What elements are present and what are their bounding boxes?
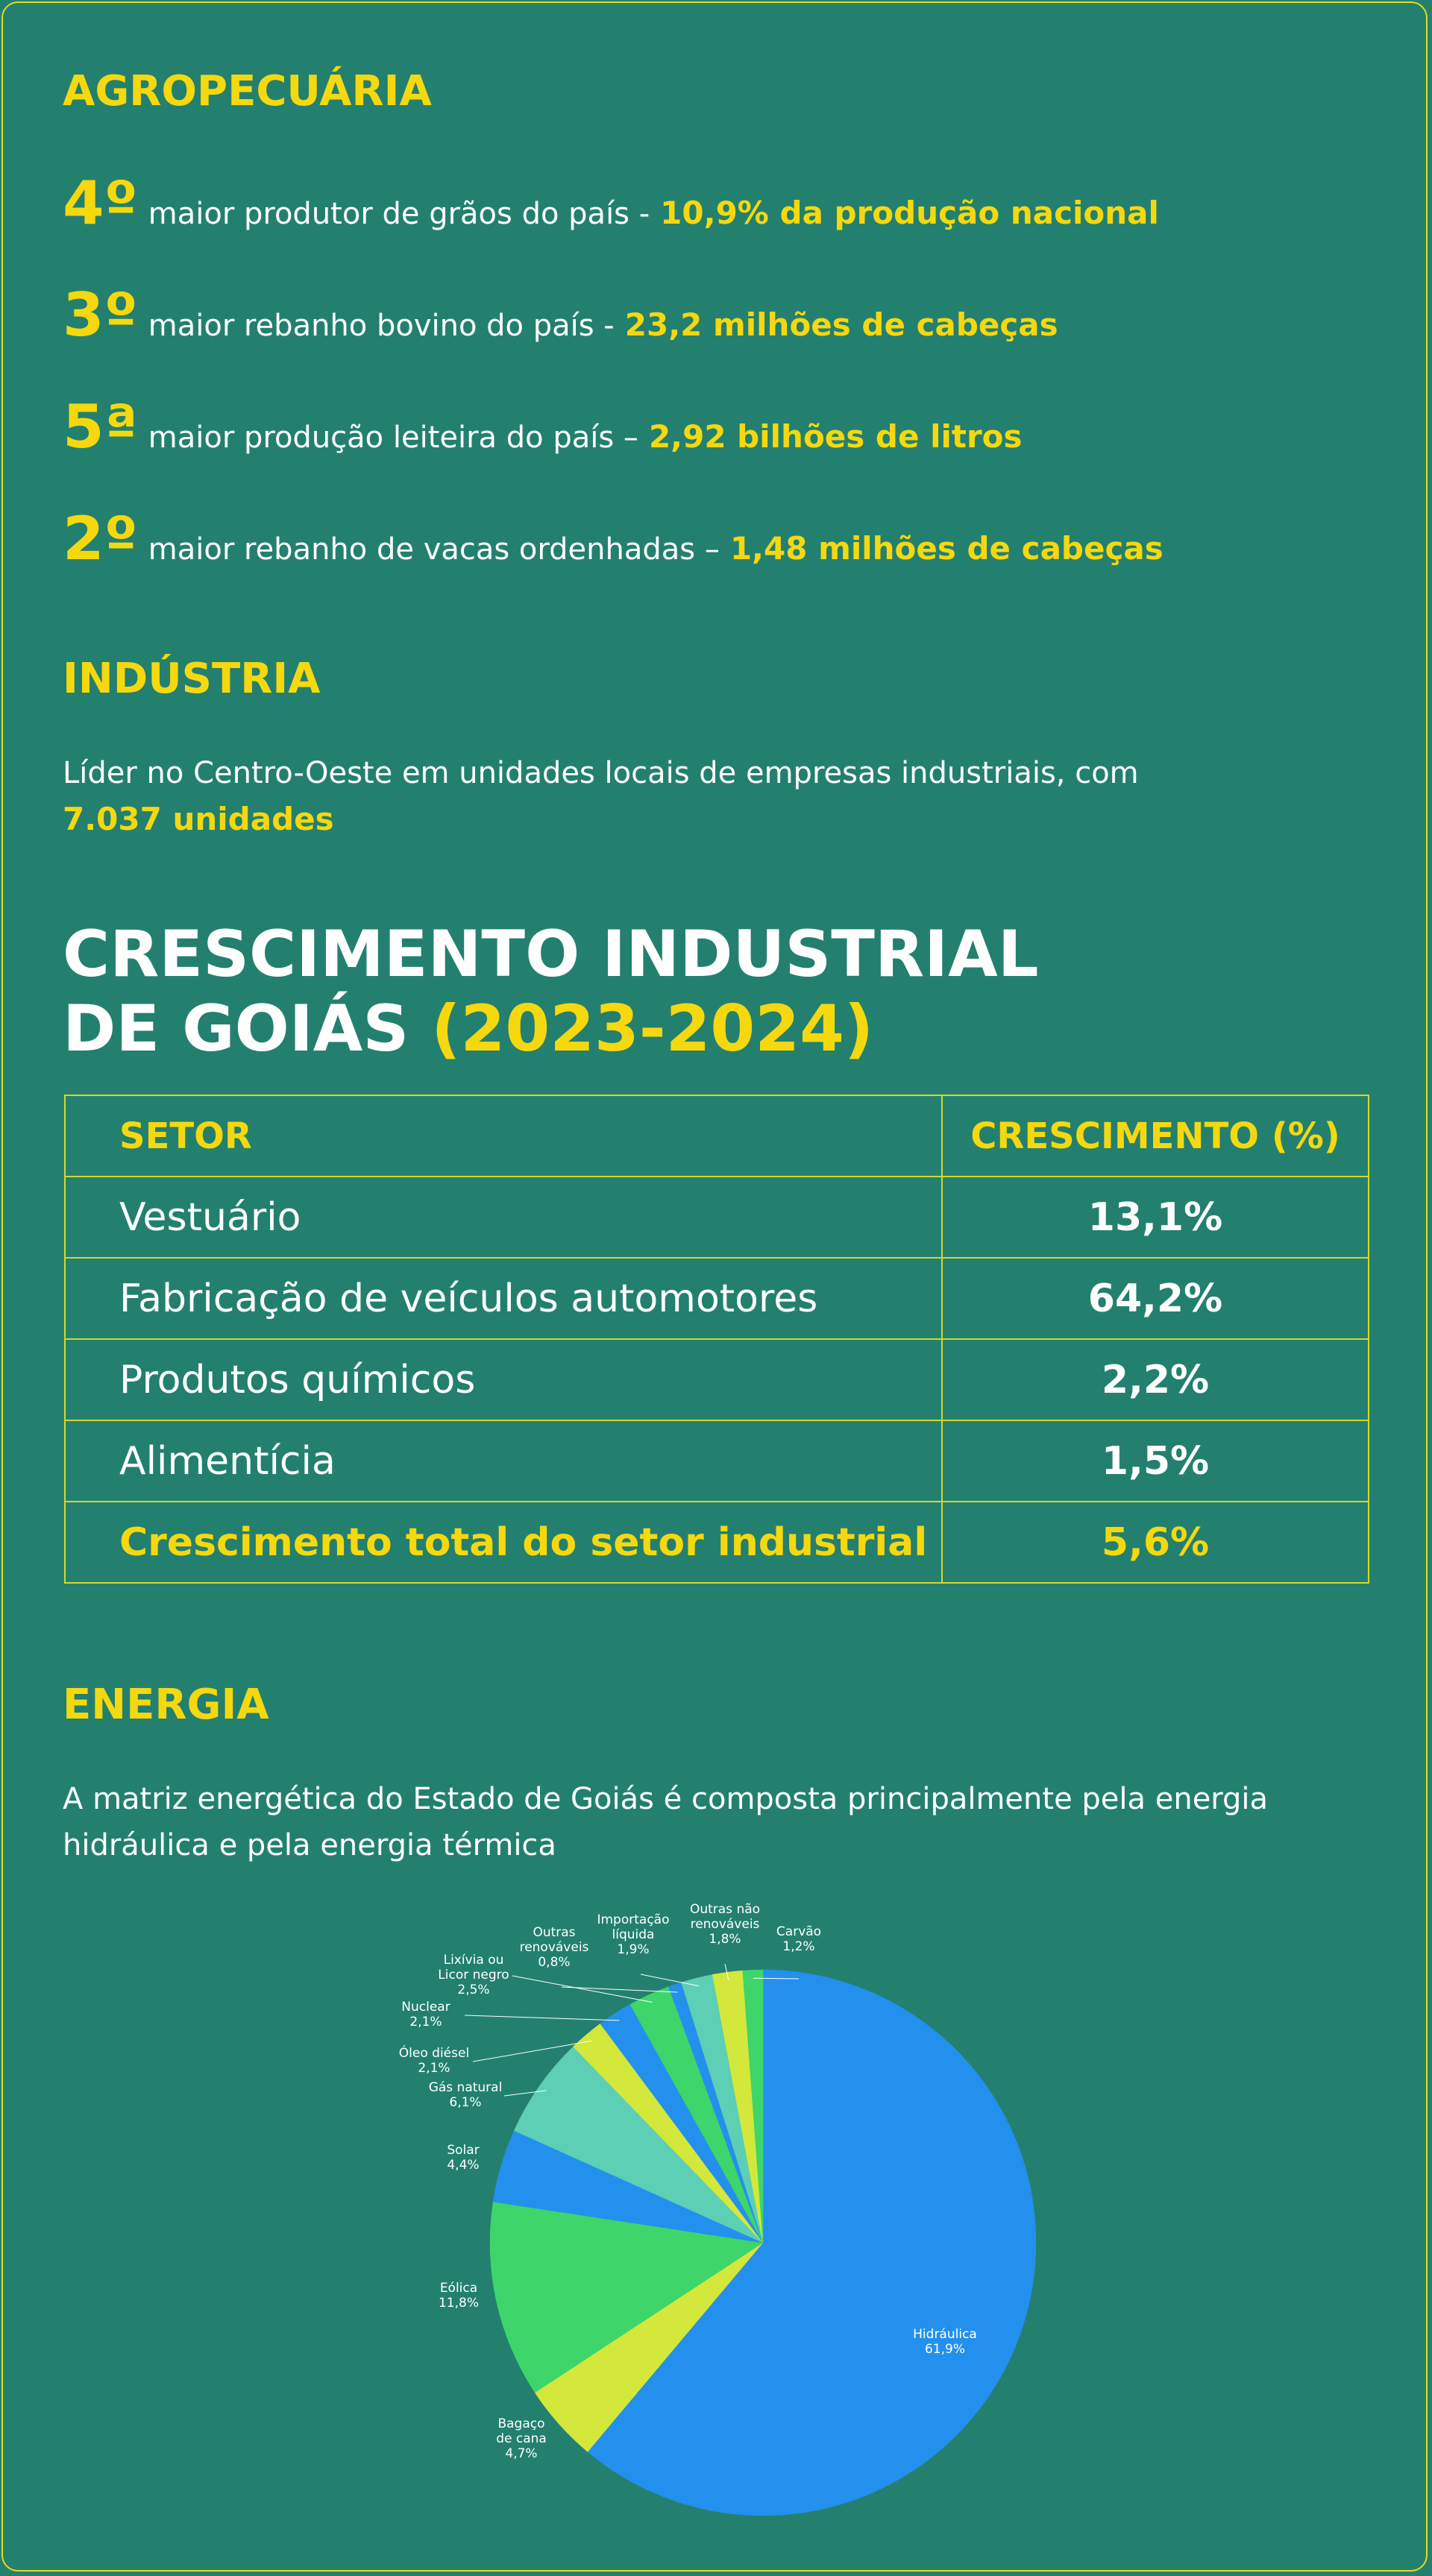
table-row: Crescimento total do setor industrial 5,6…: [64, 1501, 1369, 1584]
table-cell: Vestuário: [64, 1176, 943, 1259]
leader-line: [724, 1963, 729, 1981]
section-title: AGROPECUÁRIA: [63, 67, 432, 116]
slice-label: Lixívia ou Licor negro: [438, 1953, 509, 1983]
value-label: 2,1%: [418, 2061, 450, 2076]
value-label: 1,2%: [782, 1939, 814, 1954]
big-title: CRESCIMENTO INDUSTRIAL DE GOIÁS (2023-20…: [63, 917, 1039, 1066]
title-line: DE GOIÁS (2023-2024): [63, 992, 1039, 1066]
slice-label: Outras não renováveis: [690, 1902, 760, 1932]
section-title: ENERGIA: [63, 1681, 269, 1729]
value-label: 1,9%: [617, 1942, 649, 1957]
agro-item: 2º maior rebanho de vacas ordenhadas – 1,4…: [63, 504, 1164, 573]
table-row: Fabricação de veículos automotores 64,2%: [64, 1257, 1369, 1340]
highlight: 7.037 unidades: [63, 801, 334, 837]
table-cell: 2,2%: [941, 1338, 1369, 1421]
pie-slice: [587, 1969, 1037, 2516]
slice-label: Óleo diésel: [399, 2044, 469, 2061]
leader-line: [464, 2015, 620, 2021]
table-row: Alimentícia 1,5%: [64, 1420, 1369, 1502]
rank: 3º: [63, 280, 138, 350]
value-label: 4,7%: [505, 2446, 537, 2461]
value-label: 4,4%: [447, 2158, 479, 2173]
leader-line: [753, 1977, 800, 1980]
table-cell: 5,6%: [941, 1501, 1369, 1584]
table-cell: 1,5%: [941, 1420, 1369, 1502]
table-cell: CRESCIMENTO (%): [941, 1095, 1369, 1177]
pie-slice: [742, 1969, 764, 2243]
title-line: CRESCIMENTO INDUSTRIAL: [63, 917, 1039, 992]
value-label: 61,9%: [925, 2342, 965, 2357]
slice-label: Eólica: [440, 2281, 477, 2296]
slice-label: Importação líquida: [597, 1912, 669, 1942]
slice-label: Gás natural: [429, 2080, 503, 2095]
value-label: 1,8%: [709, 1932, 741, 1947]
highlight: 1,48 milhões de cabeças: [729, 530, 1164, 567]
leader-line: [472, 2040, 592, 2062]
table-cell: 64,2%: [941, 1257, 1369, 1340]
highlight: 2,92 bilhões de litros: [648, 418, 1023, 455]
leader-line: [512, 1975, 653, 2003]
rank: 4º: [63, 169, 138, 238]
text: maior rebanho de vacas ordenhadas –: [148, 532, 720, 567]
slice-label: Nuclear: [401, 2000, 450, 2015]
leader-line: [640, 1974, 699, 1987]
section-title: INDÚSTRIA: [63, 655, 321, 703]
growth-table: SETOR CRESCIMENTO (%) Vestuário 13,1% Fabric…: [64, 1095, 1369, 1584]
highlight: 10,9% da produção nacional: [660, 195, 1159, 231]
table-cell: Produtos químicos: [64, 1338, 943, 1421]
value-label: 6,1%: [449, 2095, 481, 2110]
text: maior rebanho bovino do país -: [148, 309, 615, 343]
highlight: 23,2 milhões de cabeças: [624, 306, 1058, 343]
value-label: 0,8%: [538, 1955, 570, 1970]
text: maior produtor de grãos do país -: [148, 197, 650, 231]
table-cell: Fabricação de veículos automotores: [64, 1257, 943, 1340]
value-label: 11,8%: [439, 2296, 479, 2311]
table-cell: Crescimento total do setor industrial: [64, 1501, 943, 1584]
table-row: Vestuário 13,1%: [64, 1176, 1369, 1259]
value-label: 2,5%: [457, 1983, 489, 1997]
table-row: SETOR CRESCIMENTO (%): [64, 1095, 1369, 1177]
value-label: 2,1%: [409, 2015, 442, 2029]
slice-label: Bagaço de cana: [496, 2416, 547, 2446]
pie-slice: [489, 2201, 764, 2393]
table-cell: SETOR: [64, 1095, 943, 1177]
rank: 5ª: [63, 392, 138, 462]
text: maior produção leiteira do país –: [148, 421, 638, 455]
title-years: (2023-2024): [431, 992, 874, 1066]
rank: 2º: [63, 504, 138, 573]
title-text: DE GOIÁS: [63, 992, 409, 1066]
table-cell: 13,1%: [941, 1176, 1369, 1259]
agro-item: 5ª maior produção leiteira do país – 2,92 …: [63, 392, 1023, 462]
text: Líder no Centro-Oeste em unidades locais…: [63, 756, 1139, 790]
table-cell: Alimentícia: [64, 1420, 943, 1502]
table-row: Produtos químicos 2,2%: [64, 1338, 1369, 1421]
slice-label: Carvão: [776, 1924, 821, 1939]
slice-label: Outras renováveis: [520, 1925, 589, 1955]
text: hidráulica e pela energia térmica: [63, 1828, 556, 1862]
slice-label: Solar: [447, 2143, 479, 2158]
text: A matriz energética do Estado de Goiás é…: [63, 1782, 1269, 1816]
agro-item: 3º maior rebanho bovino do país - 23,2 mil…: [63, 280, 1058, 350]
agro-item: 4º maior produtor de grãos do país - 10,9%…: [63, 169, 1159, 238]
leader-line: [503, 2090, 547, 2097]
leader-line: [561, 1986, 678, 1993]
pie-slice: [513, 2046, 764, 2243]
slice-label: Hidráulica: [913, 2327, 977, 2342]
